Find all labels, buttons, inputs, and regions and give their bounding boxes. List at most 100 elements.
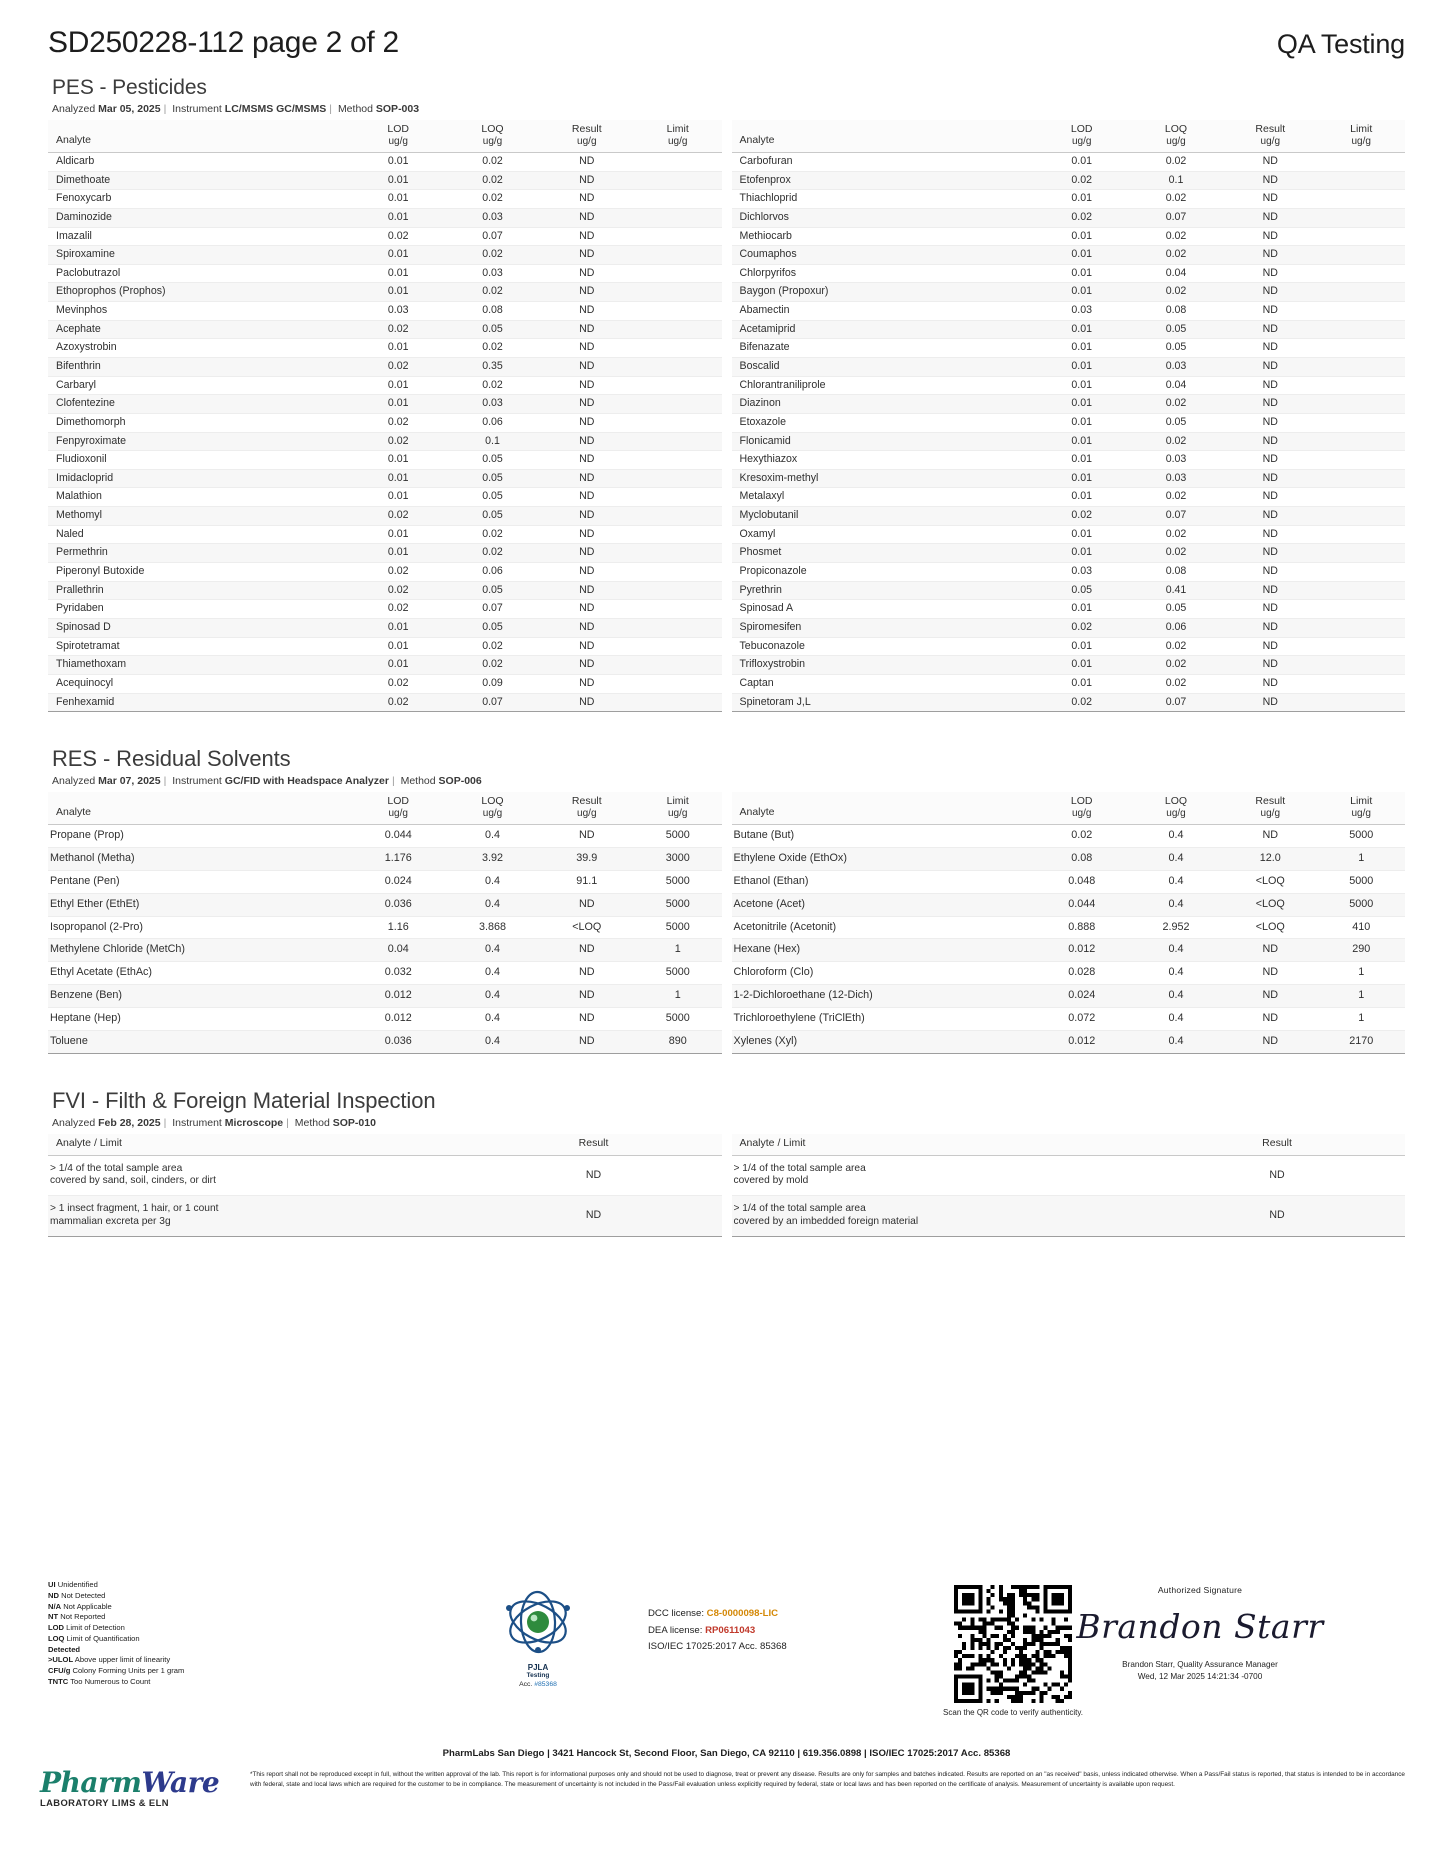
- table-row: Kresoxim-methyl 0.01 0.03 ND: [731, 469, 1405, 489]
- cell-lod: 0.03: [1034, 562, 1129, 582]
- pjla-sub: Testing: [526, 1672, 550, 1679]
- cell-limit: [633, 301, 722, 321]
- table-row: Pyrethrin 0.05 0.41 ND: [731, 581, 1405, 601]
- cell-loq: 0.08: [1128, 562, 1224, 582]
- cell-lod: 0.01: [351, 637, 446, 657]
- table-row: Spiromesifen 0.02 0.06 ND: [731, 618, 1405, 638]
- cell-lod: 0.024: [351, 870, 446, 894]
- table-row: Pyridaben 0.02 0.07 ND: [48, 599, 722, 619]
- cell-result: ND: [1223, 674, 1318, 694]
- cell-lod: 0.01: [1034, 357, 1129, 377]
- table-row: Fludioxonil 0.01 0.05 ND: [48, 450, 722, 470]
- cell-loq: 0.05: [445, 487, 540, 508]
- cell-analyte: Etoxazole: [731, 413, 1035, 433]
- cell-result: ND: [539, 581, 634, 601]
- cell-limit: [633, 245, 722, 265]
- cell-lod: 0.024: [1034, 984, 1129, 1009]
- cell-limit: [633, 450, 722, 470]
- table-row: Fenpyroximate 0.02 0.1 ND: [48, 432, 722, 452]
- cell-result: ND: [539, 693, 634, 713]
- pjla-accreditation-number: Acc. #85368: [519, 1681, 557, 1688]
- table-row: Acetamiprid 0.01 0.05 ND: [731, 320, 1405, 340]
- qr-code-icon[interactable]: [954, 1585, 1072, 1703]
- cell-result: ND: [539, 984, 634, 1009]
- table-header-row: Analyte LOD ug/g LOQ ug/g Result ug/g Limit…: [48, 792, 722, 826]
- cell-limit: [1317, 413, 1405, 433]
- cell-result: ND: [539, 450, 634, 470]
- cell-lod: 0.01: [1034, 599, 1129, 619]
- legend-item: >ULOL Above upper limit of linearity: [48, 1655, 171, 1665]
- cell-loq: 0.4: [1128, 870, 1224, 894]
- cell-lod: 0.01: [1034, 227, 1129, 247]
- cell-lod: 0.02: [1034, 208, 1129, 228]
- table-row: Flonicamid 0.01 0.02 ND: [731, 432, 1405, 452]
- cell-result: ND: [539, 227, 634, 247]
- qr-code-block[interactable]: Scan the QR code to verify authenticity.: [918, 1585, 1108, 1717]
- cell-limit: [633, 543, 722, 564]
- cell-limit: 290: [1317, 938, 1405, 963]
- table-header-row: Analyte / Limit Result: [48, 1133, 722, 1156]
- cell-limit: [633, 376, 722, 396]
- cell-result: ND: [539, 961, 634, 986]
- pharmware-logo: PharmWare LABORATORY LIMS & ELN: [40, 1766, 230, 1808]
- cell-limit: [1317, 543, 1405, 564]
- instrument-value: LC/MSMS GC/MSMS: [224, 103, 327, 115]
- signature-heading: Authorized Signature: [1157, 1585, 1243, 1595]
- cell-analyte: Captan: [731, 674, 1035, 694]
- cell-lod: 0.03: [1034, 301, 1129, 321]
- cell-analyte: Metalaxyl: [731, 487, 1035, 508]
- table-row: Ethyl Ether (EthEt) 0.036 0.4 ND 5000: [48, 893, 722, 917]
- cell-result: ND: [1223, 450, 1318, 470]
- cell-result: <LOQ: [539, 916, 634, 940]
- fvi-right-column: Analyte / Limit Result > 1/4 of the tota…: [731, 1133, 1405, 1237]
- table-row: Baygon (Propoxur) 0.01 0.02 ND: [731, 282, 1405, 303]
- cell-analyte: Dimethoate: [48, 171, 352, 191]
- cell-loq: 0.03: [1128, 357, 1224, 377]
- cell-analyte: Heptane (Hep): [48, 1007, 352, 1031]
- cell-result: ND: [539, 655, 634, 675]
- pjla-logo-icon: [495, 1588, 581, 1662]
- table-row: Acetonitrile (Acetonit) 0.888 2.952 <LOQ 410: [731, 916, 1405, 940]
- cell-limit: [633, 506, 722, 526]
- cell-lod: 0.02: [1034, 171, 1129, 191]
- cell-loq: 0.02: [1128, 543, 1224, 564]
- table-row: Dichlorvos 0.02 0.07 ND: [731, 208, 1405, 228]
- th-analyte: Analyte: [48, 792, 352, 826]
- cell-lod: 0.01: [1034, 432, 1129, 452]
- cell-loq: 0.4: [445, 984, 540, 1009]
- cell-limit: 1: [1317, 847, 1405, 871]
- cell-limit: [1317, 171, 1405, 191]
- table-row: Tebuconazole 0.01 0.02 ND: [731, 637, 1405, 657]
- cell-lod: 0.01: [1034, 487, 1129, 508]
- cell-lod: 0.01: [351, 655, 446, 675]
- table-row: Boscalid 0.01 0.03 ND: [731, 357, 1405, 377]
- fvi-left-column: Analyte / Limit Result > 1/4 of the tota…: [48, 1133, 722, 1237]
- cell-loq: 0.07: [1128, 208, 1224, 228]
- cell-limit: 1: [1317, 961, 1405, 986]
- cell-analyte: Propane (Prop): [48, 824, 352, 848]
- cell-limit: [1317, 338, 1405, 358]
- analyzed-date: Mar 07, 2025: [98, 775, 161, 788]
- cell-analyte: Carbofuran: [731, 152, 1035, 172]
- dcc-license: DCC license: C8-0000098-LIC: [648, 1608, 779, 1619]
- cell-limit: [633, 637, 722, 657]
- table-row: Acephate 0.02 0.05 ND: [48, 320, 722, 340]
- cell-result: ND: [539, 394, 634, 414]
- qr-caption: Scan the QR code to verify authenticity.: [943, 1708, 1083, 1717]
- cell-result: ND: [1223, 487, 1318, 508]
- cell-limit: 1: [1317, 984, 1405, 1009]
- cell-analyte: Hexythiazox: [731, 450, 1035, 470]
- table-row: Fenhexamid 0.02 0.07 ND: [48, 693, 722, 713]
- pjla-name: PJLA: [527, 1663, 549, 1672]
- cell-result: ND: [1223, 320, 1318, 340]
- cell-analyte: Aldicarb: [48, 152, 352, 172]
- cell-loq: 0.07: [445, 599, 540, 619]
- section-fvi: FVI - Filth & Foreign Material Inspectio…: [48, 1088, 1405, 1237]
- cell-lod: 0.01: [1034, 450, 1129, 470]
- cell-result: ND: [1223, 227, 1318, 247]
- cell-result: ND: [1223, 376, 1318, 396]
- cell-analyte: Fenpyroximate: [48, 432, 352, 452]
- instrument-label: Instrument: [172, 1116, 222, 1129]
- cell-analyte-limit: > 1/4 of the total sample area covered by…: [731, 1195, 1150, 1237]
- table-row: Coumaphos 0.01 0.02 ND: [731, 245, 1405, 265]
